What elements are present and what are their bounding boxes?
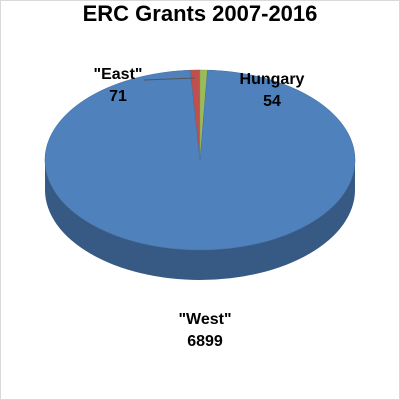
slice-value: 54 bbox=[263, 93, 281, 110]
leader-line bbox=[143, 77, 196, 81]
slice-value: 6899 bbox=[187, 333, 223, 350]
slice-label: "West" bbox=[178, 311, 231, 328]
slice-value: 71 bbox=[109, 88, 127, 105]
chart-title: ERC Grants 2007-2016 bbox=[83, 1, 318, 26]
slice bbox=[44, 69, 356, 251]
slice-label: Hungary bbox=[240, 71, 305, 88]
slice-side bbox=[45, 160, 355, 280]
slice-label: "East" bbox=[94, 66, 143, 83]
